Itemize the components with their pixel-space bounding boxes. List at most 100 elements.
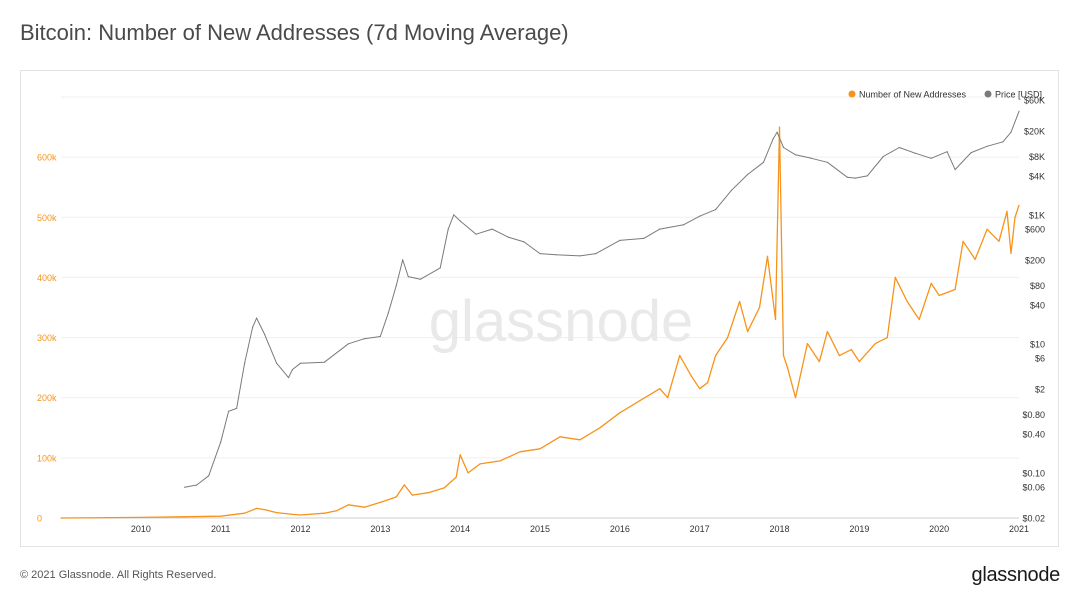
x-tick-label: 2011 xyxy=(211,524,230,534)
data-point-new-addresses xyxy=(291,513,294,515)
data-point-price xyxy=(507,236,509,238)
data-point-new-addresses xyxy=(886,337,888,339)
data-point-new-addresses xyxy=(335,510,337,512)
y-right-tick-label: $8K xyxy=(1029,152,1045,162)
data-point-price xyxy=(731,189,733,191)
data-point-new-addresses xyxy=(986,228,988,230)
data-point-new-addresses xyxy=(379,501,381,503)
data-point-price xyxy=(579,255,581,257)
data-point-new-addresses xyxy=(60,517,62,519)
data-point-new-addresses xyxy=(794,397,797,399)
data-point-new-addresses xyxy=(499,460,501,462)
data-point-new-addresses xyxy=(918,318,920,321)
data-point-price xyxy=(970,152,972,154)
data-point-new-addresses xyxy=(998,240,1000,242)
y-left-tick-label: 100k xyxy=(37,453,57,463)
data-point-price xyxy=(986,145,988,147)
data-point-new-addresses xyxy=(874,343,876,345)
data-point-price xyxy=(539,253,541,255)
data-point-price xyxy=(439,267,441,269)
data-point-price xyxy=(264,333,266,335)
x-tick-label: 2016 xyxy=(610,524,630,534)
data-point-price xyxy=(347,343,349,345)
data-point-new-addresses xyxy=(747,331,749,333)
data-point-new-addresses xyxy=(906,300,908,303)
data-point-price xyxy=(419,278,421,280)
data-point-new-addresses xyxy=(954,288,956,291)
data-point-new-addresses xyxy=(850,349,853,351)
x-tick-label: 2021 xyxy=(1009,524,1029,534)
data-point-new-addresses xyxy=(1014,216,1016,218)
data-point-new-addresses xyxy=(411,494,413,496)
legend-swatch-price xyxy=(984,90,992,98)
series-line-price[interactable] xyxy=(184,111,1020,488)
data-point-new-addresses xyxy=(276,512,278,514)
data-point-price xyxy=(866,175,868,177)
y-right-tick-label: $0.06 xyxy=(1022,483,1045,493)
y-left-tick-label: 400k xyxy=(37,273,57,283)
data-point-price xyxy=(407,276,409,278)
y-right-tick-label: $60K xyxy=(1024,96,1045,106)
data-point-new-addresses xyxy=(479,463,481,465)
y-left-tick-label: 500k xyxy=(37,213,57,223)
x-tick-label: 2019 xyxy=(849,524,869,534)
series-layer xyxy=(60,110,1020,519)
legend-label-price[interactable]: Price [USD] xyxy=(995,90,1042,100)
data-point-price xyxy=(762,161,765,163)
data-point-new-addresses xyxy=(894,276,896,278)
data-point-price xyxy=(395,284,397,287)
data-point-price xyxy=(236,407,238,409)
y-right-tick-label: $0.02 xyxy=(1022,514,1045,524)
data-point-price xyxy=(379,335,381,338)
data-point-price xyxy=(699,215,701,217)
data-point-new-addresses xyxy=(782,355,785,357)
data-point-new-addresses xyxy=(786,367,789,369)
legend: Number of New Addresses Price [USD] xyxy=(848,90,1042,100)
data-point-new-addresses xyxy=(774,318,777,321)
data-point-price xyxy=(898,146,900,149)
data-point-new-addresses xyxy=(691,376,693,378)
x-tick-label: 2010 xyxy=(131,524,151,534)
data-point-price xyxy=(287,377,290,379)
data-point-price xyxy=(1010,131,1012,133)
y-right-tick-label: $40 xyxy=(1030,300,1045,310)
footer-brand-logo[interactable]: glassnode xyxy=(971,564,1061,586)
data-point-new-addresses xyxy=(938,294,940,297)
data-point-new-addresses xyxy=(323,512,325,514)
data-point-price xyxy=(782,146,785,149)
data-point-new-addresses xyxy=(699,388,701,390)
data-point-new-addresses xyxy=(739,300,741,303)
data-point-new-addresses xyxy=(858,361,860,363)
data-point-new-addresses xyxy=(559,436,561,438)
data-point-price xyxy=(323,361,325,363)
data-point-price xyxy=(184,486,186,488)
data-point-new-addresses xyxy=(140,516,142,518)
chart-frame: glassnode 0 100k 200k 300k 400k 500k 600k 2010 2… xyxy=(20,70,1059,547)
data-point-new-addresses xyxy=(707,382,709,384)
data-point-new-addresses xyxy=(244,512,246,514)
footer-copyright: © 2021 Glassnode. All Rights Reserved. xyxy=(20,569,217,581)
data-point-new-addresses xyxy=(679,355,681,357)
data-point-price xyxy=(459,220,461,222)
y-right-tick-label: $0.40 xyxy=(1022,430,1045,440)
data-point-price xyxy=(555,254,557,256)
data-point-new-addresses xyxy=(443,487,445,489)
data-point-new-addresses xyxy=(459,454,461,456)
data-point-new-addresses xyxy=(727,337,729,339)
data-point-price xyxy=(228,410,230,412)
data-point-price xyxy=(1018,110,1020,112)
data-point-price xyxy=(772,138,774,140)
x-tick-label: 2020 xyxy=(929,524,949,534)
y-right-tick-label: $600 xyxy=(1025,225,1045,235)
data-point-price xyxy=(244,362,246,364)
data-point-price xyxy=(794,154,797,156)
grid-layer xyxy=(61,96,1019,459)
data-point-price xyxy=(643,237,645,239)
data-point-new-addresses xyxy=(363,506,365,508)
legend-label-addresses[interactable]: Number of New Addresses xyxy=(859,90,967,100)
y-right-tick-label: $2 xyxy=(1035,384,1045,394)
y-right-tick-label: $20K xyxy=(1024,126,1045,136)
data-point-price xyxy=(595,253,597,255)
y-right-tick-label: $80 xyxy=(1030,281,1045,291)
data-point-price xyxy=(846,176,849,178)
